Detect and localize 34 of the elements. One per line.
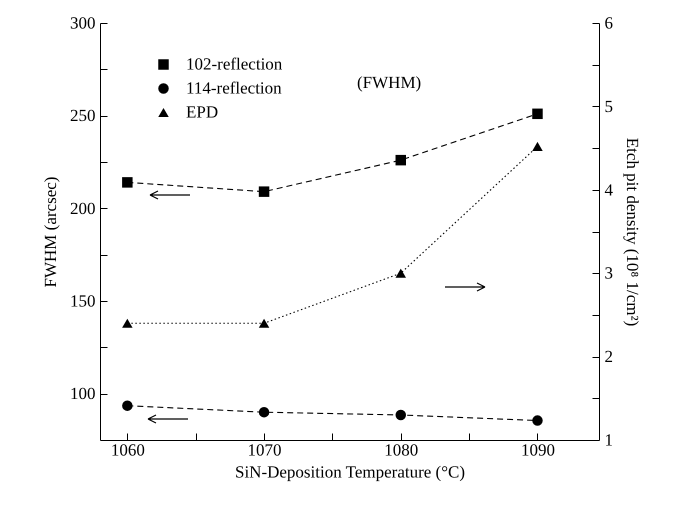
point: [122, 177, 133, 188]
x-tick-label: 1080: [384, 440, 418, 460]
x-axis-title: SiN-Deposition Temperature (°C): [234, 462, 466, 482]
y-axis-title: FWHM (arcsec): [41, 176, 60, 288]
y-tick-label: 100: [70, 384, 96, 404]
point: [532, 108, 543, 120]
point: [532, 142, 543, 151]
annotation: (FWHM): [357, 73, 422, 92]
point: [258, 186, 270, 197]
x-tick-label: 1090: [520, 440, 555, 460]
y2-tick-label: 3: [604, 264, 613, 283]
point: [396, 268, 406, 278]
point: [258, 318, 270, 328]
y-tick-label: 300: [70, 14, 96, 32]
legend-label: 114-reflection: [186, 78, 282, 98]
point: [532, 415, 543, 426]
y2-tick-label: 5: [604, 96, 613, 116]
point: [122, 400, 133, 411]
legend-label: 102-reflection: [186, 54, 283, 74]
y2-tick-label: 1: [604, 430, 613, 450]
y-tick-label: 250: [70, 106, 96, 126]
y2-tick-label: 6: [604, 14, 613, 32]
x-tick-label: 1060: [110, 440, 145, 460]
y2-axis-title: Etch pit density (10⁸ 1/cm²): [623, 138, 642, 326]
point: [122, 318, 133, 328]
point: [396, 410, 406, 420]
y2-tick-label: 2: [604, 347, 613, 366]
y2-tick-label: 4: [604, 180, 614, 200]
legend-label: EPD: [186, 102, 218, 122]
y-tick-label: 150: [70, 292, 96, 310]
y-tick-label: 200: [70, 198, 96, 218]
point: [396, 154, 406, 166]
point: [258, 406, 270, 418]
x-tick-label: 1070: [248, 440, 282, 460]
